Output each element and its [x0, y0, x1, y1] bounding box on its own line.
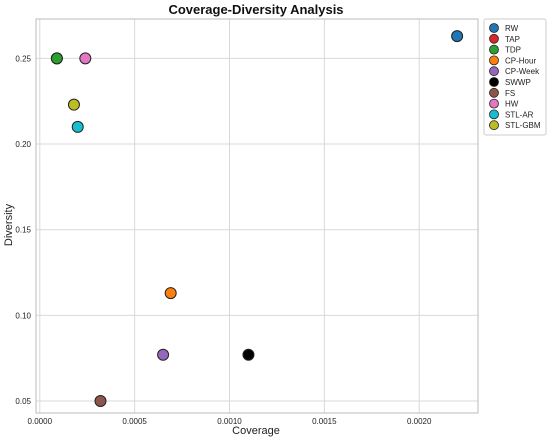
- legend-marker: [489, 87, 499, 98]
- data-point-cp-hour: [164, 287, 177, 300]
- chart-title: Coverage-Diversity Analysis: [168, 2, 343, 17]
- x-tick-label: 0.0020: [407, 417, 432, 426]
- data-point-hw: [79, 52, 92, 65]
- legend-marker: [489, 55, 499, 66]
- y-axis-label: Diversity: [3, 203, 15, 246]
- legend-marker: [489, 44, 499, 55]
- legend-label: CP-Week: [505, 67, 540, 76]
- data-point-fs: [94, 395, 107, 408]
- legend-marker: [489, 77, 499, 87]
- legend-label: RW: [505, 24, 519, 33]
- legend-marker: [489, 23, 499, 33]
- legend-label: CP-Hour: [505, 56, 536, 65]
- y-tick-label: 0.05: [15, 397, 31, 406]
- legend-label: STL-AR: [505, 110, 534, 119]
- y-tick-label: 0.25: [15, 54, 31, 63]
- legend-marker: [489, 66, 499, 77]
- legend-marker: [489, 33, 499, 44]
- x-tick-label: 0.0005: [122, 417, 147, 426]
- legend-label: FS: [505, 89, 515, 98]
- data-point-cp-week: [157, 348, 170, 361]
- y-tick-label: 0.15: [15, 226, 31, 235]
- legend-label: TAP: [505, 35, 520, 44]
- legend-label: TDP: [505, 46, 521, 55]
- data-point-rw: [451, 30, 464, 43]
- legend-marker: [489, 98, 499, 109]
- data-point-tdp: [50, 52, 63, 65]
- axis-ticks: 0.0000 0.0005 0.0010 0.0015 0.0020 0.05 0.10 0.…: [15, 54, 432, 426]
- data-point-stl-gbm: [67, 98, 80, 111]
- legend-label: STL-GBM: [505, 121, 541, 130]
- x-tick-label: 0.0015: [312, 417, 337, 426]
- data-point-swwp: [242, 348, 255, 361]
- legend-box: [483, 18, 547, 136]
- legend-label: HW: [505, 100, 519, 109]
- x-tick-label: 0.0000: [28, 417, 53, 426]
- legend-label: SWWP: [505, 78, 531, 87]
- legend-marker: [489, 109, 499, 120]
- data-points: [50, 30, 464, 408]
- legend-marker: [489, 120, 499, 131]
- grid: [36, 19, 478, 413]
- x-axis-label: Coverage: [232, 425, 280, 437]
- x-tick-label: 0.0010: [217, 417, 242, 426]
- y-tick-label: 0.10: [15, 311, 31, 320]
- plot-area: [35, 18, 479, 414]
- y-tick-label: 0.20: [15, 140, 31, 149]
- data-point-stl-ar: [71, 120, 84, 133]
